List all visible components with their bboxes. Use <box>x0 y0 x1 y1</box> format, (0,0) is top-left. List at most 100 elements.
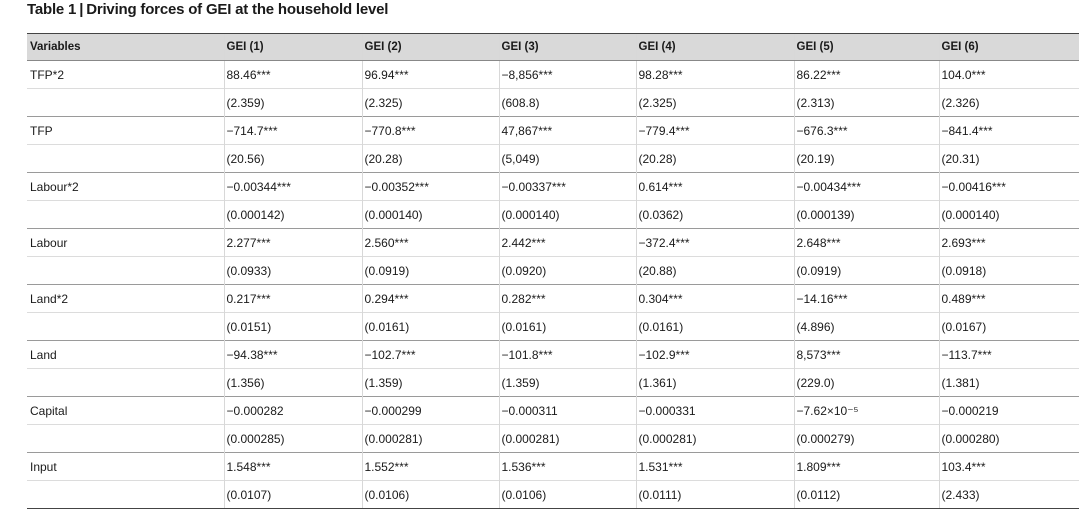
coefficient-cell: −0.00434*** <box>793 172 939 201</box>
coefficient-cell: −0.00416*** <box>938 172 1079 201</box>
standard-error-cell: (20.56) <box>223 144 362 173</box>
empty-variable-cell <box>27 256 224 285</box>
coefficient-cell: −101.8*** <box>498 340 636 369</box>
coefficient-cell: 2.693*** <box>938 228 1079 257</box>
coefficient-cell: −0.00352*** <box>361 172 499 201</box>
empty-variable-cell <box>27 480 224 509</box>
standard-error-cell: (0.0112) <box>793 480 939 509</box>
coefficient-cell: 0.304*** <box>635 284 794 313</box>
table-row-standard-error: (0.0933) (0.0919) (0.0920) (20.88) (0.0919)(… <box>27 256 1079 285</box>
standard-error-cell: (2.313) <box>793 88 939 117</box>
coefficient-cell: −0.000331 <box>635 396 794 425</box>
standard-error-cell: (5,049) <box>498 144 636 173</box>
coefficient-cell: −94.38*** <box>223 340 362 369</box>
coefficient-cell: 2.442*** <box>498 228 636 257</box>
coefficient-cell: −0.000299 <box>361 396 499 425</box>
coefficient-cell: −0.00344*** <box>223 172 362 201</box>
coefficient-cell: −0.000219 <box>938 396 1079 425</box>
coefficient-cell: 96.94*** <box>361 60 499 89</box>
empty-variable-cell <box>27 88 224 117</box>
standard-error-cell: (0.000142) <box>223 200 362 229</box>
standard-error-cell: (0.0919) <box>793 256 939 285</box>
standard-error-cell: (608.8) <box>498 88 636 117</box>
standard-error-cell: (0.0362) <box>635 200 794 229</box>
coefficient-cell: 8,573*** <box>793 340 939 369</box>
coefficient-cell: 1.548*** <box>223 452 362 481</box>
table-row-standard-error: (0.0107) (0.0106) (0.0106) (0.0111) (0.0112)… <box>27 480 1079 509</box>
table-row-coefficient: TFP*2 88.46*** 96.94*** −8,856*** 98.28*** 86… <box>27 60 1079 89</box>
coefficient-cell: 103.4*** <box>938 452 1079 481</box>
standard-error-cell: (0.0161) <box>498 312 636 341</box>
standard-error-cell: (2.326) <box>938 88 1079 117</box>
coefficient-cell: 98.28*** <box>635 60 794 89</box>
regression-table: Variables GEI (1) GEI (2) GEI (3) GEI (4… <box>27 33 1079 509</box>
standard-error-cell: (4.896) <box>793 312 939 341</box>
standard-error-cell: (2.325) <box>635 88 794 117</box>
empty-variable-cell <box>27 312 224 341</box>
table-row-standard-error: (2.359) (2.325) (608.8) (2.325) (2.313) (2.32… <box>27 88 1079 117</box>
standard-error-cell: (0.000281) <box>498 424 636 453</box>
standard-error-cell: (0.000279) <box>793 424 939 453</box>
coefficient-cell: 0.489*** <box>938 284 1079 313</box>
coefficient-cell: −0.000311 <box>498 396 636 425</box>
variable-name-cell: TFP <box>27 116 224 145</box>
empty-variable-cell <box>27 200 224 229</box>
coefficient-cell: −7.62×10⁻⁵ <box>793 396 939 425</box>
standard-error-cell: (0.0106) <box>498 480 636 509</box>
standard-error-cell: (0.000285) <box>223 424 362 453</box>
coefficient-cell: 2.648*** <box>793 228 939 257</box>
coefficient-cell: 47,867*** <box>498 116 636 145</box>
header-gei-1: GEI (1) <box>223 33 362 61</box>
variable-name-cell: TFP*2 <box>27 60 224 89</box>
coefficient-cell: −102.7*** <box>361 340 499 369</box>
variable-name-cell: Labour*2 <box>27 172 224 201</box>
table-row-coefficient: Land*2 0.217*** 0.294*** 0.282*** 0.304*** −1… <box>27 284 1079 313</box>
coefficient-cell: 104.0*** <box>938 60 1079 89</box>
coefficient-cell: −14.16*** <box>793 284 939 313</box>
coefficient-cell: −841.4*** <box>938 116 1079 145</box>
standard-error-cell: (1.359) <box>498 368 636 397</box>
standard-error-cell: (0.000140) <box>361 200 499 229</box>
standard-error-cell: (1.356) <box>223 368 362 397</box>
standard-error-cell: (2.325) <box>361 88 499 117</box>
table-caption-separator: | <box>79 1 84 18</box>
table-row-standard-error: (1.356) (1.359) (1.359) (1.361) (229.0) (1.38… <box>27 368 1079 397</box>
table-row-coefficient: Labour*2 −0.00344*** −0.00352*** −0.00337**… <box>27 172 1079 201</box>
coefficient-cell: 0.614*** <box>635 172 794 201</box>
standard-error-cell: (20.28) <box>635 144 794 173</box>
table-row-standard-error: (0.0151) (0.0161) (0.0161) (0.0161) (4.896)(… <box>27 312 1079 341</box>
coefficient-cell: −676.3*** <box>793 116 939 145</box>
empty-variable-cell <box>27 144 224 173</box>
standard-error-cell: (0.000281) <box>361 424 499 453</box>
standard-error-cell: (0.0111) <box>635 480 794 509</box>
standard-error-cell: (0.0107) <box>223 480 362 509</box>
coefficient-cell: 0.282*** <box>498 284 636 313</box>
table-row-coefficient: TFP −714.7*** −770.8*** 47,867*** −779.4*** −… <box>27 116 1079 145</box>
coefficient-cell: 0.217*** <box>223 284 362 313</box>
empty-variable-cell <box>27 424 224 453</box>
table-header: Variables GEI (1) GEI (2) GEI (3) GEI (4… <box>27 33 1079 61</box>
table-caption-label: Table 1 <box>27 1 77 18</box>
standard-error-cell: (0.000140) <box>498 200 636 229</box>
header-gei-4: GEI (4) <box>635 33 794 61</box>
header-gei-2: GEI (2) <box>361 33 499 61</box>
header-gei-3: GEI (3) <box>498 33 636 61</box>
coefficient-cell: −770.8*** <box>361 116 499 145</box>
table-row-standard-error: (0.000142) (0.000140) (0.000140) (0.0362) (0… <box>27 200 1079 229</box>
table-row-standard-error: (20.56) (20.28) (5,049) (20.28) (20.19) (20.3… <box>27 144 1079 173</box>
empty-variable-cell <box>27 368 224 397</box>
variable-name-cell: Land <box>27 340 224 369</box>
table-row-coefficient: Capital −0.000282 −0.000299 −0.000311 −0.000… <box>27 396 1079 425</box>
standard-error-cell: (20.19) <box>793 144 939 173</box>
table-row-coefficient: Labour 2.277*** 2.560*** 2.442*** −372.4*** 2… <box>27 228 1079 257</box>
header-variables: Variables <box>27 33 224 61</box>
coefficient-cell: −113.7*** <box>938 340 1079 369</box>
standard-error-cell: (0.0167) <box>938 312 1079 341</box>
standard-error-cell: (0.0919) <box>361 256 499 285</box>
standard-error-cell: (0.0106) <box>361 480 499 509</box>
table-caption: Table 1 | Driving forces of GEI at the hou… <box>27 1 388 18</box>
variable-name-cell: Input <box>27 452 224 481</box>
coefficient-cell: −102.9*** <box>635 340 794 369</box>
table-row-standard-error: (0.000285) (0.000281) (0.000281) (0.000281)… <box>27 424 1079 453</box>
standard-error-cell: (1.359) <box>361 368 499 397</box>
